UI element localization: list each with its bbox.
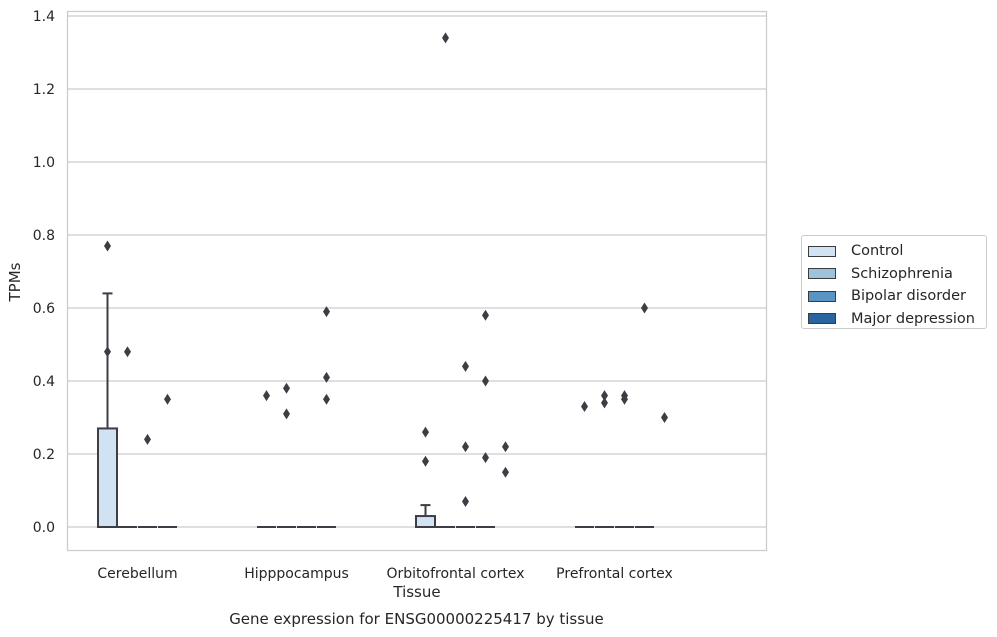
legend-label-control: Control [851, 243, 904, 260]
outlier-point [482, 452, 489, 464]
y-axis-label: TPMs [6, 262, 24, 302]
outlier-point [283, 382, 290, 394]
outlier-point [124, 346, 131, 358]
legend-label-major-depression: Major depression [851, 310, 975, 327]
y-tick-label: 0.8 [33, 228, 55, 244]
outlier-point [462, 360, 469, 372]
outlier-point [422, 426, 429, 438]
legend-item-control: Control [808, 240, 986, 263]
x-tick-labels: Cerebellum Hipppocampus Orbitofrontal cort… [97, 566, 672, 582]
legend: Control Schizophrenia Bipolar disorder M… [801, 235, 987, 329]
legend-item-schizophrenia: Schizophrenia [808, 263, 986, 286]
outlier-point [263, 390, 270, 402]
plot-area-frame [66, 10, 768, 552]
legend-swatch-major-depression [808, 313, 836, 325]
outlier-point [104, 240, 111, 252]
x-tick-label: Prefrontal cortex [556, 566, 673, 582]
outlier-point [601, 397, 608, 409]
y-tick-label: 0.4 [33, 374, 55, 390]
outlier-point [462, 495, 469, 507]
y-tick-label: 0.0 [33, 520, 55, 536]
outlier-point [482, 309, 489, 321]
legend-label-bipolar-disorder: Bipolar disorder [851, 288, 966, 305]
outlier-point [283, 408, 290, 420]
boxes [97, 292, 654, 529]
outlier-point [502, 466, 509, 478]
outlier-point [462, 441, 469, 453]
outlier-point [164, 393, 171, 405]
y-tick-label: 1.0 [33, 155, 55, 171]
outlier-point [323, 306, 330, 318]
outlier-point [323, 371, 330, 383]
outlier-markers [104, 32, 668, 507]
box [97, 427, 118, 529]
outlier-point [144, 433, 151, 445]
figure-caption: Gene expression for ENSG00000225417 by t… [229, 610, 604, 628]
outlier-point [621, 393, 628, 405]
x-tick-label: Orbitofrontal cortex [387, 566, 525, 582]
legend-swatch-bipolar-disorder [808, 290, 836, 302]
y-tick-labels: 0.0 0.2 0.4 0.6 0.8 1.0 1.2 1.4 [33, 9, 55, 536]
x-tick-label: Cerebellum [97, 566, 177, 582]
legend-label-schizophrenia: Schizophrenia [851, 265, 953, 282]
y-tick-label: 0.2 [33, 447, 55, 463]
outlier-point [502, 441, 509, 453]
outlier-point [601, 390, 608, 402]
outlier-point [104, 346, 111, 358]
legend-item-major-depression: Major depression [808, 308, 986, 331]
outlier-point [581, 401, 588, 413]
legend-swatch-control [808, 245, 836, 257]
box [415, 515, 436, 528]
x-tick-label: Hipppocampus [244, 566, 349, 582]
y-tick-label: 1.4 [33, 9, 55, 25]
outlier-point [442, 32, 449, 44]
y-tick-label: 1.2 [33, 82, 55, 98]
y-tick-label: 0.6 [33, 301, 55, 317]
outlier-point [661, 412, 668, 423]
outlier-point [323, 393, 330, 405]
outlier-point [482, 375, 489, 387]
x-axis-label: Tissue [392, 583, 440, 601]
legend-swatch-schizophrenia [808, 268, 836, 280]
legend-item-bipolar-disorder: Bipolar disorder [808, 285, 986, 308]
outlier-point [641, 302, 648, 314]
outlier-point [422, 455, 429, 467]
